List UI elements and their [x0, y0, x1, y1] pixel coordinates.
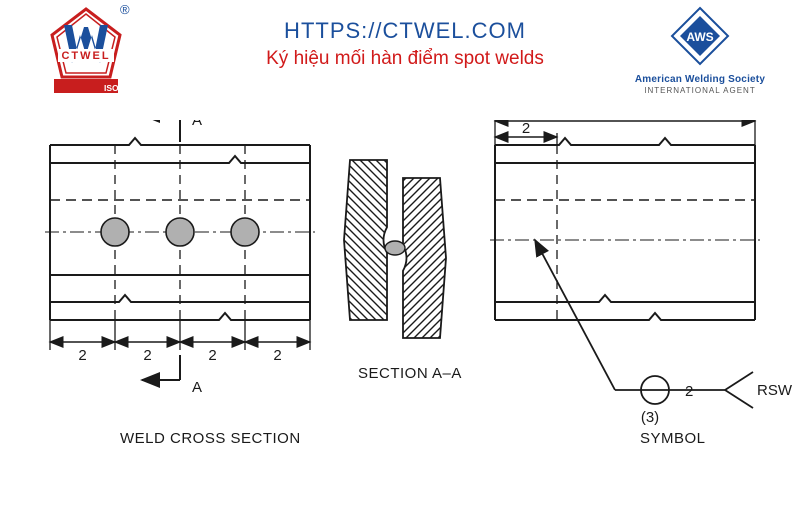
site-url: HTTPS://CTWEL.COM: [284, 18, 526, 44]
page-subtitle: Ký hiệu mối hàn điểm spot welds: [266, 48, 544, 70]
svg-text:2: 2: [522, 120, 530, 137]
aws-logo: AWS American Welding Society INTERNATION…: [630, 5, 770, 100]
svg-text:8: 8: [671, 120, 679, 121]
right-caption: SYMBOL: [640, 430, 706, 447]
svg-text:CTWEL: CTWEL: [61, 50, 110, 62]
registered-mark: ®: [120, 2, 130, 17]
svg-text:RSW: RSW: [757, 382, 793, 399]
svg-text:A: A: [192, 120, 202, 129]
iso-label: ISO 9001:2015: [104, 83, 145, 103]
svg-text:(3): (3): [641, 409, 659, 426]
svg-text:2: 2: [208, 347, 216, 364]
svg-text:2: 2: [143, 347, 151, 364]
svg-text:2: 2: [685, 383, 693, 400]
svg-text:AWS: AWS: [686, 30, 713, 44]
left-caption: WELD CROSS SECTION: [120, 430, 301, 447]
header: CTWEL ISO 9001:2015 ® HTTPS://CTWEL.COM …: [0, 0, 810, 110]
aws-caption-sub: INTERNATIONAL AGENT: [630, 86, 770, 95]
aws-caption-main: American Welding Society: [630, 74, 770, 85]
svg-text:A: A: [192, 379, 202, 396]
svg-text:2: 2: [78, 347, 86, 364]
ctwel-logo: CTWEL ISO 9001:2015: [48, 5, 124, 95]
svg-text:2: 2: [273, 347, 281, 364]
section-caption: SECTION A–A: [358, 365, 462, 382]
